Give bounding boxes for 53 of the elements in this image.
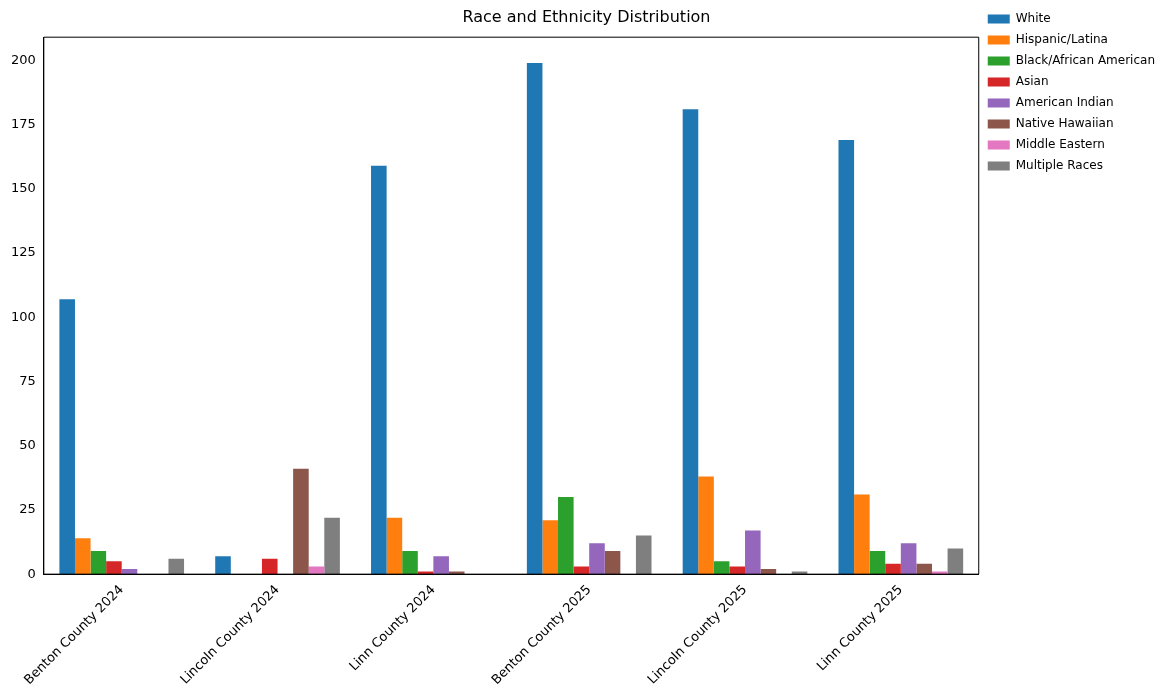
bar [589,543,605,575]
bar [698,476,714,575]
bar [729,566,746,575]
bar [760,569,777,575]
legend-label: Native Hawaiian [1015,116,1114,131]
y-tick-label: 125 [10,244,36,260]
legend-label: Asian [1015,74,1049,89]
y-tick-label: 25 [19,501,36,517]
bar [293,468,309,575]
y-tick-label: 0 [27,565,36,581]
legend-label: White [1015,11,1051,26]
bar [261,558,278,575]
bar [854,494,870,575]
bar [838,139,855,575]
y-tick-label: 200 [10,51,36,67]
bar [900,543,917,575]
y-tick-label: 75 [19,372,36,388]
bar [324,517,340,575]
bar [526,62,543,575]
bar [869,551,886,575]
bar [682,109,699,575]
bar [433,556,449,575]
bar [308,566,325,575]
bar [542,520,559,575]
legend-label: Middle Eastern [1015,137,1105,152]
legend-label: Hispanic/Latina [1015,32,1108,47]
legend-label: Multiple Races [1015,158,1103,173]
bar [947,548,964,575]
bar [745,530,761,575]
bar [713,561,730,575]
bar [106,561,122,575]
y-tick-label: 175 [10,115,36,131]
bar [573,566,590,575]
legend-label: American Indian [1015,95,1114,110]
bar [604,551,621,575]
bar [885,563,901,575]
bar [215,556,231,575]
bar [90,551,107,575]
y-tick-label: 150 [10,180,36,196]
bar [74,538,91,575]
y-tick-label: 50 [19,437,36,453]
y-tick-label: 100 [10,308,36,324]
bar [916,563,932,575]
bar [121,569,138,575]
bar [402,551,418,575]
legend-label: Black/African American [1015,53,1156,68]
bar [371,165,387,575]
chart-title: Race and Ethnicity Distribution [462,6,711,26]
bar [558,497,574,575]
bar [386,517,403,575]
bar [635,535,652,575]
bar [168,558,185,575]
bar [59,299,75,575]
